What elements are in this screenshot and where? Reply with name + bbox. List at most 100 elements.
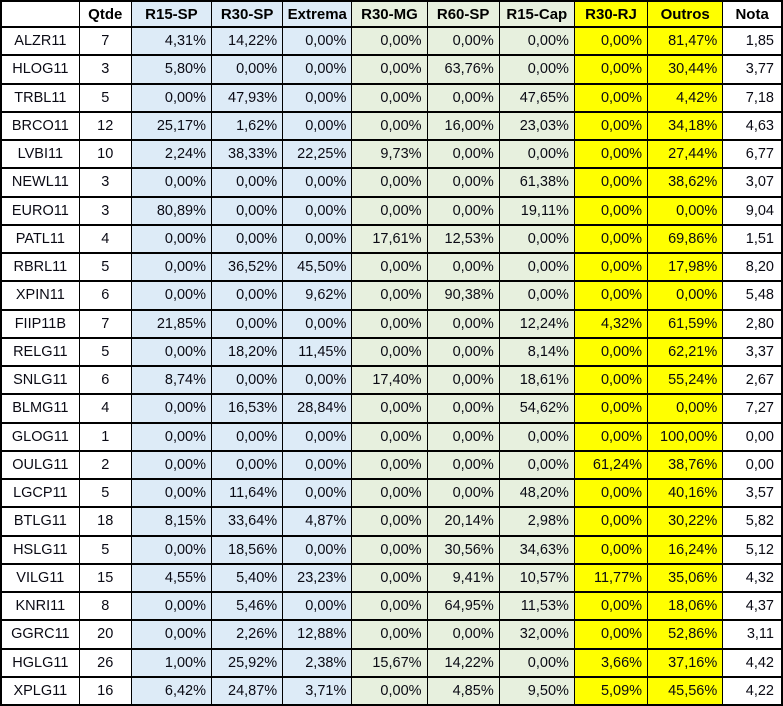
qtde-cell[interactable]: 7 <box>78 25 132 57</box>
value-cell[interactable]: 0,00% <box>351 280 428 311</box>
value-cell[interactable]: 9,50% <box>498 675 575 706</box>
value-cell[interactable]: 0,00% <box>498 138 575 170</box>
value-cell[interactable]: 9,73% <box>351 138 428 170</box>
value-cell[interactable]: 0,00% <box>282 167 353 198</box>
value-cell[interactable]: 23,03% <box>498 110 575 142</box>
qtde-cell[interactable]: 5 <box>78 82 132 113</box>
value-cell[interactable]: 0,00% <box>282 590 353 622</box>
value-cell[interactable]: 0,00% <box>573 619 649 650</box>
value-cell[interactable]: 17,40% <box>351 364 428 396</box>
qtde-cell[interactable]: 4 <box>78 223 132 255</box>
value-cell[interactable]: 0,00% <box>647 393 724 424</box>
value-cell[interactable]: 4,55% <box>130 562 213 594</box>
value-cell[interactable]: 0,00% <box>351 308 428 339</box>
nota-cell[interactable]: 3,77 <box>722 54 783 85</box>
value-cell[interactable]: 0,00% <box>130 82 213 113</box>
nota-cell[interactable]: 0,00 <box>722 449 783 481</box>
value-cell[interactable]: 0,00% <box>498 449 575 481</box>
value-cell[interactable]: 0,00% <box>498 223 575 255</box>
value-cell[interactable]: 30,22% <box>647 506 724 537</box>
qtde-cell[interactable]: 5 <box>78 251 132 283</box>
value-cell[interactable]: 0,00% <box>130 336 213 368</box>
ticker-cell[interactable]: OULG11 <box>0 449 80 481</box>
value-cell[interactable]: 54,62% <box>498 393 575 424</box>
value-cell[interactable]: 80,89% <box>130 195 213 226</box>
value-cell[interactable]: 0,00% <box>351 25 428 57</box>
column-header-r60-sp[interactable]: R60-SP <box>426 0 500 28</box>
column-header-r15-cap[interactable]: R15-Cap <box>498 0 575 28</box>
value-cell[interactable]: 18,20% <box>211 336 284 368</box>
qtde-cell[interactable]: 7 <box>78 308 132 339</box>
value-cell[interactable]: 38,76% <box>647 449 724 481</box>
value-cell[interactable]: 5,09% <box>573 675 649 706</box>
value-cell[interactable]: 0,00% <box>573 138 649 170</box>
value-cell[interactable]: 0,00% <box>351 393 428 424</box>
ticker-cell[interactable]: TRBL11 <box>0 82 80 113</box>
value-cell[interactable]: 0,00% <box>573 280 649 311</box>
value-cell[interactable]: 3,66% <box>573 647 649 678</box>
value-cell[interactable]: 37,16% <box>647 647 724 678</box>
value-cell[interactable]: 0,00% <box>573 223 649 255</box>
value-cell[interactable]: 0,00% <box>282 82 353 113</box>
value-cell[interactable]: 0,00% <box>282 54 353 85</box>
value-cell[interactable]: 0,00% <box>498 421 575 452</box>
qtde-cell[interactable]: 6 <box>78 364 132 396</box>
qtde-cell[interactable]: 5 <box>78 336 132 368</box>
value-cell[interactable]: 12,53% <box>426 223 500 255</box>
value-cell[interactable]: 0,00% <box>351 477 428 509</box>
value-cell[interactable]: 18,61% <box>498 364 575 396</box>
nota-cell[interactable]: 4,22 <box>722 675 783 706</box>
value-cell[interactable]: 61,38% <box>498 167 575 198</box>
qtde-cell[interactable]: 18 <box>78 506 132 537</box>
value-cell[interactable]: 33,64% <box>211 506 284 537</box>
value-cell[interactable]: 0,00% <box>130 619 213 650</box>
value-cell[interactable]: 0,00% <box>211 364 284 396</box>
qtde-cell[interactable]: 2 <box>78 449 132 481</box>
value-cell[interactable]: 0,00% <box>573 25 649 57</box>
value-cell[interactable]: 0,00% <box>351 590 428 622</box>
value-cell[interactable]: 0,00% <box>211 280 284 311</box>
nota-cell[interactable]: 1,51 <box>722 223 783 255</box>
value-cell[interactable]: 5,40% <box>211 562 284 594</box>
value-cell[interactable]: 45,56% <box>647 675 724 706</box>
qtde-cell[interactable]: 12 <box>78 110 132 142</box>
value-cell[interactable]: 30,44% <box>647 54 724 85</box>
value-cell[interactable]: 11,53% <box>498 590 575 622</box>
value-cell[interactable]: 21,85% <box>130 308 213 339</box>
value-cell[interactable]: 0,00% <box>130 421 213 452</box>
ticker-cell[interactable]: VILG11 <box>0 562 80 594</box>
value-cell[interactable]: 0,00% <box>426 619 500 650</box>
value-cell[interactable]: 0,00% <box>573 336 649 368</box>
value-cell[interactable]: 19,11% <box>498 195 575 226</box>
ticker-cell[interactable]: LGCP11 <box>0 477 80 509</box>
value-cell[interactable]: 0,00% <box>282 449 353 481</box>
value-cell[interactable]: 61,24% <box>573 449 649 481</box>
value-cell[interactable]: 2,38% <box>282 647 353 678</box>
value-cell[interactable]: 0,00% <box>573 251 649 283</box>
value-cell[interactable]: 0,00% <box>211 167 284 198</box>
value-cell[interactable]: 63,76% <box>426 54 500 85</box>
ticker-cell[interactable]: HGLG11 <box>0 647 80 678</box>
qtde-cell[interactable]: 6 <box>78 280 132 311</box>
nota-cell[interactable]: 5,82 <box>722 506 783 537</box>
column-header-r30-mg[interactable]: R30-MG <box>351 0 428 28</box>
value-cell[interactable]: 0,00% <box>351 675 428 706</box>
ticker-cell[interactable]: NEWL11 <box>0 167 80 198</box>
ticker-cell[interactable]: HLOG11 <box>0 54 80 85</box>
value-cell[interactable]: 16,24% <box>647 534 724 565</box>
nota-cell[interactable]: 4,37 <box>722 590 783 622</box>
value-cell[interactable]: 0,00% <box>426 195 500 226</box>
ticker-cell[interactable]: XPIN11 <box>0 280 80 311</box>
value-cell[interactable]: 0,00% <box>498 54 575 85</box>
value-cell[interactable]: 0,00% <box>211 421 284 452</box>
qtde-cell[interactable]: 26 <box>78 647 132 678</box>
ticker-cell[interactable]: EURO11 <box>0 195 80 226</box>
nota-cell[interactable]: 1,85 <box>722 25 783 57</box>
value-cell[interactable]: 4,87% <box>282 506 353 537</box>
nota-cell[interactable]: 4,42 <box>722 647 783 678</box>
value-cell[interactable]: 0,00% <box>498 25 575 57</box>
value-cell[interactable]: 0,00% <box>351 562 428 594</box>
value-cell[interactable]: 6,42% <box>130 675 213 706</box>
value-cell[interactable]: 0,00% <box>426 364 500 396</box>
ticker-cell[interactable]: RBRL11 <box>0 251 80 283</box>
